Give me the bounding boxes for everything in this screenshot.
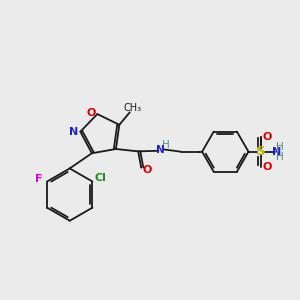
Text: CH₃: CH₃	[123, 103, 141, 113]
Text: N: N	[69, 127, 78, 136]
Text: N: N	[156, 145, 165, 155]
Text: S: S	[256, 145, 266, 158]
Text: O: O	[142, 165, 152, 175]
Text: F: F	[35, 174, 43, 184]
Text: O: O	[86, 108, 95, 118]
Text: N: N	[272, 147, 281, 157]
Text: H: H	[276, 152, 284, 162]
Text: H: H	[162, 140, 170, 150]
Text: O: O	[263, 161, 272, 172]
Text: Cl: Cl	[95, 173, 107, 183]
Text: O: O	[263, 132, 272, 142]
Text: H: H	[276, 142, 284, 152]
